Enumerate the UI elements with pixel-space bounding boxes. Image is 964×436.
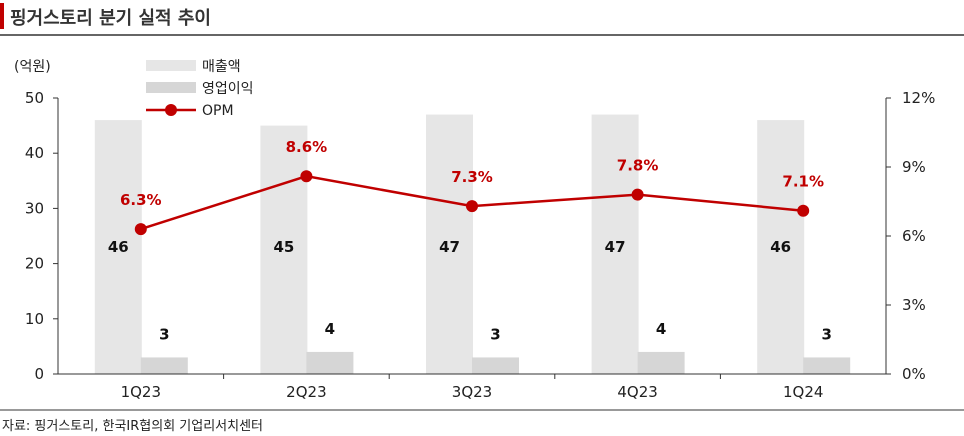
- opm-point: [134, 223, 147, 236]
- legend-swatch-revenue: [146, 60, 196, 71]
- y-axis-right: 0% 3% 6% 9% 12%: [885, 89, 935, 383]
- bar-revenue: [94, 120, 142, 374]
- opm-point: [300, 170, 313, 183]
- y2-tick-label: 12%: [902, 89, 935, 107]
- operating-income-value-label: 4: [656, 320, 666, 338]
- y-axis-unit: (억원): [14, 59, 51, 75]
- bar-revenue: [260, 125, 308, 374]
- legend-swatch-operating-income: [146, 82, 196, 93]
- opm-value-label: 6.3%: [120, 191, 162, 209]
- y2-tick-label: 3%: [902, 296, 926, 314]
- revenue-value-label: 46: [770, 238, 791, 256]
- y-tick-label: 0: [34, 365, 44, 383]
- opm-point: [797, 204, 810, 217]
- bar-operating-income: [803, 357, 851, 374]
- y-tick-label: 50: [25, 89, 44, 107]
- bar-operating-income: [472, 357, 519, 374]
- opm-value-label: 7.3%: [451, 168, 493, 186]
- y2-tick-label: 6%: [902, 227, 926, 245]
- legend-label: 매출액: [202, 59, 241, 75]
- opm-point: [631, 188, 644, 201]
- bar-operating-income: [306, 351, 354, 374]
- opm-value-label: 7.8%: [617, 157, 659, 175]
- y-axis-left: 0 10 20 30 40 50: [25, 89, 59, 383]
- y2-tick-label: 9%: [902, 158, 926, 176]
- bar-revenue: [757, 120, 805, 374]
- y-tick-label: 40: [25, 144, 44, 162]
- x-tick-label: 1Q23: [121, 383, 161, 401]
- source-note: 자료: 핑거스토리, 한국IR협의회 기업리서치센터: [2, 419, 263, 434]
- x-axis: 1Q23 2Q23 3Q23 4Q23 1Q24: [58, 373, 886, 401]
- y-tick-label: 30: [25, 199, 44, 217]
- operating-income-value-label: 3: [490, 325, 500, 343]
- y-tick-label: 10: [25, 310, 44, 328]
- legend-label: OPM: [202, 103, 234, 119]
- legend-label: 영업이익: [202, 81, 254, 97]
- revenue-value-label: 47: [605, 238, 626, 256]
- chart-title: 핑거스토리 분기 실적 추이: [10, 8, 211, 29]
- operating-income-value-label: 4: [325, 320, 335, 338]
- x-tick-label: 1Q24: [783, 383, 823, 401]
- revenue-value-label: 47: [439, 238, 460, 256]
- opm-value-label: 7.1%: [782, 173, 824, 191]
- bar-operating-income: [637, 351, 685, 374]
- opm-line-series: [134, 170, 810, 236]
- title-accent-bar: [0, 3, 4, 29]
- data-labels: 46 3 45 4 47 3 47 4 46 3 6.3% 8.6% 7.3% 7.8% 7.1%: [108, 138, 832, 343]
- revenue-value-label: 46: [108, 238, 129, 256]
- bar-revenue: [591, 114, 639, 374]
- revenue-value-label: 45: [273, 238, 294, 256]
- operating-income-value-label: 3: [821, 325, 831, 343]
- bar-operating-income: [140, 357, 188, 374]
- x-tick-label: 4Q23: [617, 383, 657, 401]
- bar-revenue: [426, 114, 473, 374]
- x-tick-label: 3Q23: [452, 383, 492, 401]
- opm-point: [466, 200, 478, 213]
- legend-swatch-opm-marker: [165, 104, 177, 116]
- x-tick-label: 2Q23: [286, 383, 326, 401]
- bar-series: [94, 114, 851, 374]
- y-tick-label: 20: [25, 255, 44, 273]
- operating-income-value-label: 3: [159, 325, 169, 343]
- opm-value-label: 8.6%: [286, 138, 328, 156]
- y2-tick-label: 0%: [902, 365, 926, 383]
